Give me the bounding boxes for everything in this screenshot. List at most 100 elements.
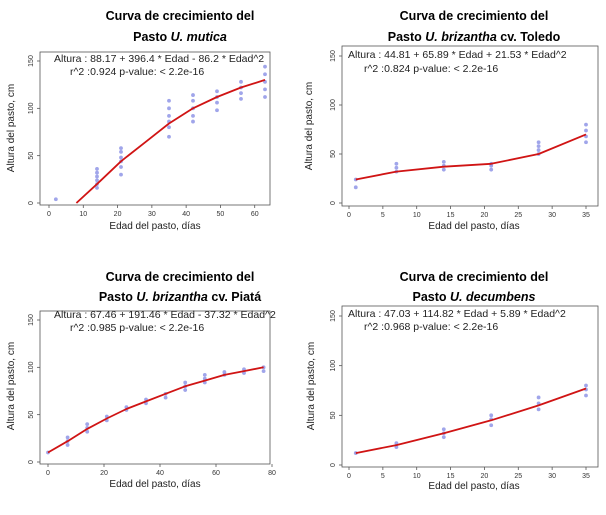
- x-axis-label: Edad del pasto, días: [109, 221, 200, 232]
- x-tick-label: 0: [347, 473, 351, 480]
- data-point: [584, 383, 588, 388]
- data-point: [65, 435, 70, 440]
- data-point: [441, 435, 446, 440]
- data-point: [263, 95, 267, 99]
- plot-frame: [39, 310, 271, 465]
- data-point: [215, 100, 219, 105]
- y-axis-label: Altura del pasto, cm: [306, 342, 317, 430]
- data-point: [394, 165, 399, 170]
- data-point: [394, 161, 399, 166]
- data-point: [489, 167, 494, 172]
- fit-curve: [355, 387, 587, 454]
- fit-curve: [47, 366, 264, 454]
- x-tick-label: 15: [447, 212, 455, 219]
- data-point: [489, 413, 494, 418]
- x-tick-label: 30: [148, 211, 156, 218]
- x-tick-label: 15: [447, 473, 455, 480]
- data-point: [119, 149, 123, 154]
- x-tick-label: 25: [514, 473, 522, 480]
- data-point: [489, 423, 494, 428]
- regression-equation: Altura : 44.81 + 65.89 * Edad + 21.53 * …: [348, 49, 567, 61]
- data-point: [584, 140, 588, 145]
- y-tick-label: 150: [330, 50, 337, 62]
- data-point: [191, 119, 195, 124]
- data-point: [85, 422, 90, 427]
- data-point: [167, 134, 171, 139]
- y-axis-label: Altura del pasto, cm: [6, 84, 17, 172]
- x-tick-label: 20: [100, 470, 108, 477]
- data-point: [163, 395, 168, 400]
- chart-title-species: U. brizantha: [425, 30, 497, 44]
- data-point: [536, 148, 541, 152]
- y-tick-label: 0: [28, 201, 35, 205]
- plot-frame: [341, 45, 599, 207]
- chart-title-species: U. mutica: [171, 30, 227, 44]
- data-point: [167, 114, 171, 118]
- chart-title-species: U. decumbens: [450, 290, 535, 304]
- data-point: [441, 427, 446, 432]
- data-point: [441, 159, 446, 164]
- data-point: [536, 407, 541, 412]
- y-tick-label: 100: [28, 361, 35, 373]
- x-tick-label: 35: [582, 473, 590, 480]
- data-point: [441, 167, 446, 172]
- data-point: [191, 98, 195, 103]
- data-point: [53, 197, 58, 202]
- data-point: [119, 165, 123, 169]
- y-tick-label: 100: [28, 102, 35, 114]
- data-point: [95, 174, 99, 179]
- y-axis-label: Altura del pasto, cm: [304, 82, 315, 170]
- data-point: [95, 170, 99, 175]
- regression-stats: r^2 :0.985 p-value: < 2.2e-16: [70, 322, 204, 334]
- data-point: [536, 144, 541, 149]
- data-point: [222, 370, 227, 374]
- chart-title-line2: Pasto U. decumbens: [413, 290, 536, 304]
- chart-panel-1: Curva de crecimiento del Pasto U. mutica 0…: [6, 9, 271, 232]
- data-point: [239, 79, 243, 84]
- x-tick-label: 60: [212, 470, 220, 477]
- data-point: [215, 108, 219, 113]
- y-tick-label: 0: [28, 460, 35, 464]
- data-point: [167, 106, 171, 111]
- y-tick-label: 100: [330, 99, 337, 111]
- x-tick-label: 0: [347, 212, 351, 219]
- data-point: [95, 178, 99, 183]
- regression-equation: Altura : 88.17 + 396.4 * Edad - 86.2 * E…: [54, 53, 264, 65]
- regression-equation: Altura : 47.03 + 114.82 * Edad + 5.89 * …: [348, 308, 566, 320]
- data-point: [202, 373, 207, 377]
- chart-title-plain: Pasto: [99, 290, 137, 304]
- x-tick-label: 30: [548, 473, 556, 480]
- x-tick-label: 10: [413, 473, 421, 480]
- y-tick-label: 150: [330, 310, 337, 322]
- x-axis-label: Edad del pasto, días: [428, 221, 519, 232]
- chart-title-species: U. brizantha: [136, 290, 208, 304]
- data-point: [263, 72, 267, 77]
- chart-title-line2: Pasto U. brizantha cv. Toledo: [388, 30, 561, 44]
- data-point: [119, 146, 123, 150]
- chart-title-plain: Pasto: [413, 290, 451, 304]
- x-axis-label: Edad del pasto, días: [109, 479, 200, 490]
- data-point: [191, 114, 195, 118]
- plot-frame: [39, 51, 271, 206]
- data-point: [65, 443, 70, 447]
- fit-curve: [75, 79, 266, 204]
- x-tick-label: 40: [182, 211, 190, 218]
- chart-title-line1: Curva de crecimiento del: [400, 9, 549, 23]
- x-tick-label: 10: [413, 212, 421, 219]
- x-tick-label: 5: [381, 212, 385, 219]
- chart-title-line1: Curva de crecimiento del: [106, 9, 255, 23]
- regression-stats: r^2 :0.968 p-value: < 2.2e-16: [364, 321, 498, 333]
- regression-stats: r^2 :0.824 p-value: < 2.2e-16: [364, 63, 498, 75]
- y-tick-label: 150: [28, 55, 35, 67]
- chart-panel-3: Curva de crecimiento del Pasto U. brizant…: [6, 270, 276, 490]
- data-point: [183, 380, 188, 385]
- x-tick-label: 80: [268, 470, 276, 477]
- y-tick-label: 50: [28, 411, 35, 419]
- x-tick-label: 0: [46, 470, 50, 477]
- x-tick-label: 0: [47, 211, 51, 218]
- chart-title-plain: Pasto: [388, 30, 426, 44]
- y-tick-label: 150: [28, 314, 35, 326]
- y-tick-label: 50: [330, 411, 337, 419]
- chart-title-line2: Pasto U. brizantha cv. Piatá: [99, 290, 261, 304]
